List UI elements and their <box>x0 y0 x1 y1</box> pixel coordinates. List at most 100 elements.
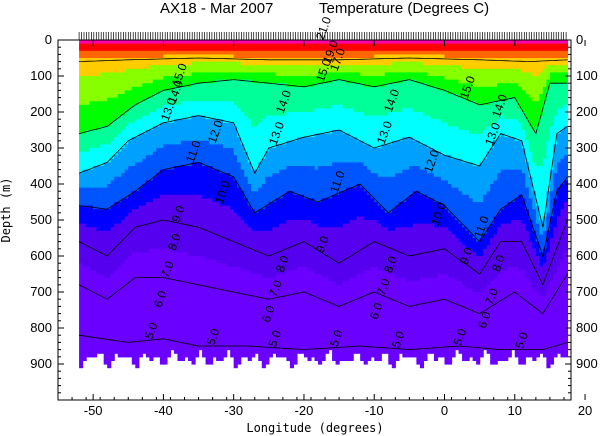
temperature-cell <box>124 306 129 311</box>
temperature-cell <box>114 108 119 113</box>
temperature-cell <box>251 281 256 286</box>
temperature-cell <box>149 94 154 99</box>
temperature-cell <box>265 310 270 315</box>
temperature-cell <box>237 76 242 81</box>
temperature-cell <box>226 97 231 102</box>
temperature-cell <box>268 295 273 300</box>
temperature-cell <box>219 158 224 163</box>
temperature-cell <box>247 306 252 311</box>
temperature-cell <box>135 65 140 70</box>
temperature-cell <box>89 202 94 207</box>
temperature-cell <box>100 151 105 156</box>
temperature-cell <box>212 180 217 185</box>
temperature-cell <box>145 238 150 243</box>
temperature-cell <box>202 155 207 160</box>
temperature-cell <box>202 104 207 109</box>
temperature-cell <box>149 79 154 84</box>
temperature-cell <box>184 216 189 221</box>
temperature-cell <box>251 346 256 351</box>
temperature-cell <box>230 245 235 250</box>
temperature-cell <box>96 180 101 185</box>
temperature-cell <box>191 198 196 203</box>
temperature-cell <box>251 94 256 99</box>
temperature-cell <box>209 115 214 120</box>
temperature-cell <box>138 65 143 70</box>
temperature-cell <box>131 292 136 297</box>
temperature-cell <box>110 198 115 203</box>
temperature-cell <box>180 245 186 250</box>
temperature-cell <box>163 169 168 174</box>
temperature-cell <box>138 130 143 135</box>
temperature-cell <box>237 158 242 163</box>
temperature-cell <box>216 61 221 66</box>
temperature-cell <box>166 277 172 282</box>
temperature-cell <box>268 212 273 217</box>
temperature-cell <box>96 101 101 106</box>
temperature-cell <box>212 346 217 351</box>
temperature-cell <box>96 61 101 66</box>
temperature-cell <box>149 187 154 192</box>
temperature-cell <box>117 209 122 214</box>
temperature-cell <box>121 176 126 181</box>
temperature-cell <box>212 155 217 160</box>
temperature-cell <box>82 112 87 117</box>
temperature-cell <box>216 241 221 246</box>
temperature-cell <box>135 342 140 347</box>
temperature-cell <box>131 353 136 358</box>
temperature-cell <box>110 317 115 322</box>
temperature-cell <box>209 130 214 135</box>
temperature-cell <box>226 187 231 192</box>
temperature-cell <box>114 292 119 297</box>
temperature-cell <box>247 130 252 135</box>
temperature-cell <box>79 288 84 293</box>
temperature-cell <box>124 79 129 84</box>
temperature-cell <box>184 252 189 257</box>
temperature-cell <box>170 205 175 210</box>
temperature-cell <box>156 155 161 160</box>
temperature-cell <box>110 202 115 207</box>
temperature-cell <box>82 101 87 106</box>
temperature-cell <box>135 277 140 282</box>
temperature-cell <box>107 144 112 149</box>
temperature-cell <box>216 162 221 167</box>
temperature-cell <box>124 274 129 279</box>
temperature-cell <box>166 245 172 250</box>
temperature-cell <box>163 320 168 325</box>
temperature-cell <box>156 328 161 333</box>
temperature-cell <box>254 180 259 185</box>
temperature-cell <box>268 238 273 243</box>
temperature-cell <box>202 238 207 243</box>
temperature-cell <box>247 349 252 354</box>
temperature-cell <box>247 176 252 181</box>
temperature-cell <box>230 169 235 174</box>
temperature-cell <box>230 155 235 160</box>
temperature-cell <box>216 306 221 311</box>
temperature-cell <box>159 155 165 160</box>
temperature-cell <box>145 245 150 250</box>
temperature-cell <box>128 263 133 268</box>
temperature-cell <box>170 40 175 45</box>
temperature-cell <box>268 97 273 102</box>
temperature-cell <box>223 349 228 354</box>
temperature-cell <box>272 130 277 135</box>
temperature-cell <box>198 342 203 347</box>
temperature-cell <box>240 266 245 271</box>
temperature-cell <box>216 187 221 192</box>
temperature-cell <box>180 194 186 199</box>
temperature-cell <box>82 259 87 264</box>
temperature-cell <box>156 79 161 84</box>
temperature-cell <box>258 310 263 315</box>
temperature-cell <box>244 54 249 59</box>
temperature-cell <box>131 288 136 293</box>
temperature-cell <box>131 43 136 48</box>
temperature-cell <box>254 151 259 156</box>
temperature-cell <box>110 320 115 325</box>
temperature-cell <box>79 43 84 48</box>
temperature-cell <box>103 360 108 365</box>
temperature-cell <box>163 119 168 124</box>
temperature-cell <box>121 281 126 286</box>
temperature-cell <box>188 187 193 192</box>
temperature-cell <box>202 187 207 192</box>
temperature-cell <box>216 277 221 282</box>
temperature-cell <box>149 324 154 329</box>
